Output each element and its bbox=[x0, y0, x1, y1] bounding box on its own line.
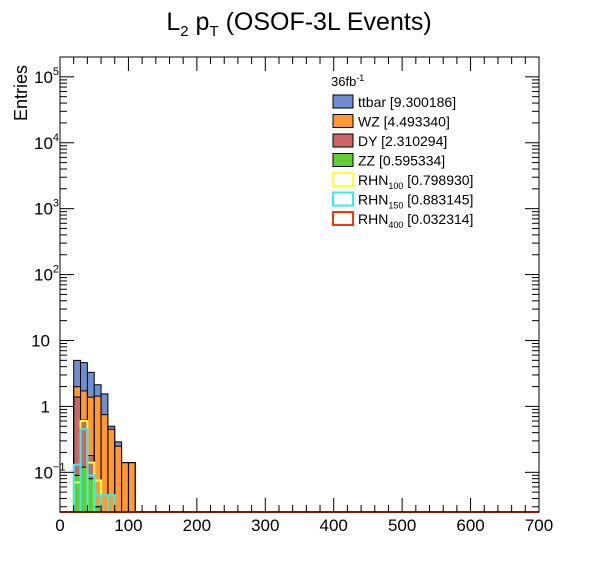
y-tick-label: 102 bbox=[34, 264, 59, 285]
bar-wz-40 bbox=[87, 397, 94, 455]
x-tick-label: 200 bbox=[183, 516, 211, 535]
legend-label: RHN400 [0.032314] bbox=[358, 211, 473, 230]
y-tick-label: 104 bbox=[34, 132, 59, 153]
bar-wz-20 bbox=[74, 387, 81, 397]
bar-zz-20 bbox=[74, 475, 81, 512]
legend-label: RHN100 [0.798930] bbox=[358, 172, 473, 191]
legend-label: ttbar [9.300186] bbox=[358, 94, 456, 110]
bar-zz-30 bbox=[81, 467, 88, 512]
bar-ttbar-80 bbox=[115, 442, 122, 446]
plot-frame bbox=[60, 57, 539, 512]
legend-swatch bbox=[333, 193, 353, 206]
bar-wz-80 bbox=[115, 446, 122, 512]
x-tick-label: 700 bbox=[525, 516, 553, 535]
y-axis-title: Entries bbox=[11, 65, 31, 121]
x-tick-label: 600 bbox=[456, 516, 484, 535]
stacked-bars bbox=[74, 360, 136, 512]
bar-wz-60 bbox=[101, 415, 108, 512]
legend: ttbar [9.300186] WZ [4.493340] DY [2.31029… bbox=[333, 94, 473, 230]
x-tick-label: 0 bbox=[55, 516, 64, 535]
legend-swatch bbox=[333, 212, 353, 225]
legend-swatch bbox=[333, 154, 353, 167]
x-tick-label: 500 bbox=[388, 516, 416, 535]
legend-label: DY [2.310294] bbox=[358, 133, 447, 149]
legend-swatch bbox=[333, 115, 353, 128]
bar-wz-90 bbox=[122, 463, 129, 512]
bar-wz-70 bbox=[108, 429, 115, 512]
bar-dy-30 bbox=[81, 420, 88, 467]
legend-label: WZ [4.493340] bbox=[358, 114, 450, 130]
chart-title: L2 pT (OSOF-3L Events) bbox=[166, 8, 431, 40]
bar-zz-40 bbox=[87, 479, 94, 512]
x-tick-label: 300 bbox=[251, 516, 279, 535]
bar-ttbar-40 bbox=[87, 372, 94, 397]
bar-wz-100 bbox=[128, 463, 135, 512]
y-tick-label: 1 bbox=[41, 397, 50, 416]
legend-label: RHN150 [0.883145] bbox=[358, 192, 473, 211]
bar-wz-30 bbox=[81, 391, 88, 420]
bar-wz-50 bbox=[94, 396, 101, 507]
legend-label: ZZ [0.595334] bbox=[358, 153, 445, 169]
y-tick-label: 10 bbox=[31, 331, 50, 350]
x-tick-label: 400 bbox=[320, 516, 348, 535]
bar-dy-20 bbox=[74, 397, 81, 475]
x-tick-label: 100 bbox=[114, 516, 142, 535]
y-tick-label: 103 bbox=[34, 198, 59, 219]
y-tick-label: 105 bbox=[34, 66, 59, 87]
bar-ttbar-20 bbox=[74, 360, 81, 386]
luminosity-label: 36fb-1 bbox=[331, 73, 364, 89]
bar-ttbar-30 bbox=[81, 363, 88, 391]
bar-ttbar-60 bbox=[101, 394, 108, 415]
bar-ttbar-50 bbox=[94, 385, 101, 396]
legend-swatch bbox=[333, 173, 353, 186]
legend-swatch bbox=[333, 95, 353, 108]
legend-swatch bbox=[333, 134, 353, 147]
